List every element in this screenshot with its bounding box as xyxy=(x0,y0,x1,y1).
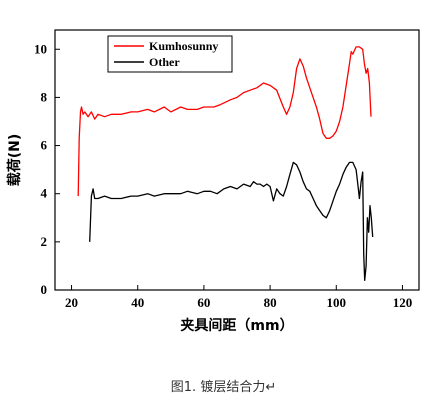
x-tick-label: 120 xyxy=(393,295,413,310)
x-tick-label: 40 xyxy=(131,295,144,310)
y-tick-label: 0 xyxy=(41,282,48,297)
legend-label: Other xyxy=(149,55,180,69)
x-axis-title: 夹具间距（mm） xyxy=(180,317,293,334)
legend-label: Kumhosunny xyxy=(149,39,218,53)
x-tick-label: 80 xyxy=(264,295,277,310)
legend: Kumhosunny Other xyxy=(107,35,233,73)
y-tick-label: 6 xyxy=(41,138,48,153)
series-layer xyxy=(77,46,374,282)
y-tick-label: 2 xyxy=(41,234,48,249)
y-axis-title: 载荷(N) xyxy=(6,134,23,187)
plot-frame xyxy=(54,29,420,291)
figure-caption: 图1. 镀层结合力↵ xyxy=(170,380,277,395)
y-tick-label: 4 xyxy=(41,186,48,201)
x-tick-label: 100 xyxy=(327,295,347,310)
series-line-kumhosunny xyxy=(77,46,372,197)
y-tick-label: 8 xyxy=(41,89,48,104)
ticks-layer: 20 40 60 80 100 120 0 2 4 6 8 10 xyxy=(34,41,412,310)
legend-box xyxy=(107,35,233,73)
series-line-other xyxy=(89,161,374,282)
x-tick-label: 60 xyxy=(197,295,210,310)
y-tick-label: 10 xyxy=(34,41,47,56)
x-tick-label: 20 xyxy=(65,295,78,310)
